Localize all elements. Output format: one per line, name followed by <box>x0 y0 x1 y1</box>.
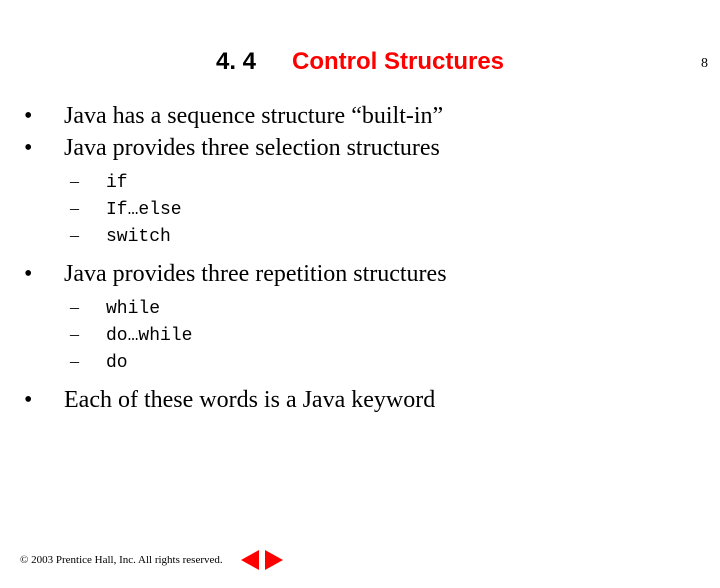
slide-footer: © 2003 Prentice Hall, Inc. All rights re… <box>20 550 283 570</box>
code-text: do…while <box>106 326 192 346</box>
heading-title: Control Structures <box>292 48 504 76</box>
sub-bullet-item: switch <box>88 223 680 250</box>
bullet-item: Java has a sequence structure “built-in” <box>40 100 680 132</box>
sub-bullet-item: If…else <box>88 196 680 223</box>
sub-bullet-list: while do…while do <box>88 295 680 377</box>
code-text: do <box>106 353 128 373</box>
next-slide-button[interactable] <box>265 550 283 570</box>
sub-bullet-item: do <box>88 349 680 376</box>
sub-bullet-item: do…while <box>88 322 680 349</box>
copyright-text: © 2003 Prentice Hall, Inc. All rights re… <box>20 554 223 566</box>
bullet-list: Java has a sequence structure “built-in”… <box>40 100 680 417</box>
slide-content: Java has a sequence structure “built-in”… <box>0 100 720 417</box>
bullet-text: Java provides three selection structures <box>64 135 440 161</box>
code-text: while <box>106 299 160 319</box>
sub-bullet-item: if <box>88 169 680 196</box>
bullet-text: Java provides three repetition structure… <box>64 261 447 287</box>
code-text: If…else <box>106 200 182 220</box>
bullet-text: Each of these words is a Java keyword <box>64 387 435 413</box>
nav-buttons <box>241 550 283 570</box>
bullet-item: Each of these words is a Java keyword <box>40 384 680 416</box>
slide-heading: 4. 4 Control Structures <box>0 48 720 76</box>
bullet-text: Java has a sequence structure “built-in” <box>64 103 443 129</box>
code-text: switch <box>106 227 171 247</box>
bullet-item: Java provides three repetition structure… <box>40 258 680 290</box>
sub-bullet-item: while <box>88 295 680 322</box>
code-text: if <box>106 173 128 193</box>
bullet-item: Java provides three selection structures <box>40 132 680 164</box>
heading-number: 4. 4 <box>216 48 256 76</box>
previous-slide-button[interactable] <box>241 550 259 570</box>
page-number: 8 <box>701 56 708 72</box>
sub-bullet-list: if If…else switch <box>88 169 680 251</box>
